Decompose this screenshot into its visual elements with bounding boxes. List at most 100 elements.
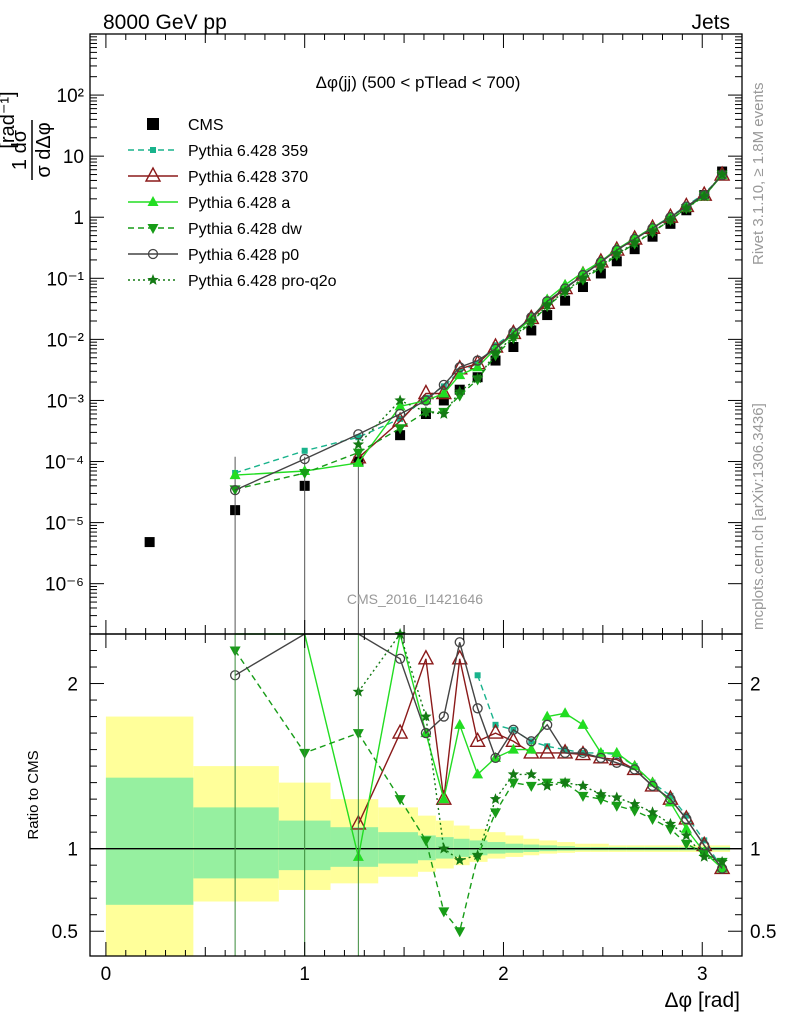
green-band-bin xyxy=(487,842,506,854)
marker-triangle-down xyxy=(352,448,364,459)
marker-triangle-down xyxy=(577,791,589,802)
marker-triangle-down xyxy=(490,351,502,362)
ratio-panel-series xyxy=(229,628,731,956)
legend-label: Pythia 6.428 pro-q2o xyxy=(188,273,337,290)
marker-triangle xyxy=(438,387,450,398)
marker-triangle-down xyxy=(394,795,406,806)
y-label-unit: [rad⁻¹] xyxy=(0,91,19,148)
top-panel-series xyxy=(144,165,731,634)
y-tick-label: 10² xyxy=(57,86,84,107)
marker-triangle xyxy=(438,793,450,804)
marker-star xyxy=(559,285,571,296)
green-band-bin xyxy=(417,835,436,861)
marker-triangle-down xyxy=(507,778,519,789)
marker-triangle-down xyxy=(525,781,537,792)
marker-star xyxy=(507,768,520,780)
marker-circle-open xyxy=(629,764,640,775)
marker-circle-open xyxy=(438,379,449,391)
marker-triangle xyxy=(611,746,623,757)
y-tick-label: 10⁻⁴ xyxy=(45,453,84,474)
marker-triangle xyxy=(352,456,364,467)
x-tick-label: 3 xyxy=(697,964,708,985)
marker-star xyxy=(577,779,589,791)
legend-label: Pythia 6.428 a xyxy=(188,195,290,212)
marker-circle-open xyxy=(508,724,519,735)
marker-star xyxy=(454,854,466,866)
marker-square xyxy=(474,672,481,679)
marker-triangle xyxy=(541,710,553,721)
marker-triangle-open xyxy=(539,743,556,759)
marker-star xyxy=(577,272,589,284)
marker-triangle-down xyxy=(394,424,406,435)
marker-star xyxy=(664,817,677,829)
marker-triangle-open xyxy=(487,723,504,739)
marker-star xyxy=(680,829,692,841)
marker-triangle-down xyxy=(629,806,641,817)
marker-circle-open xyxy=(394,653,406,664)
marker-triangle xyxy=(229,469,241,480)
marker-triangle xyxy=(454,718,466,729)
marker-star xyxy=(394,394,406,406)
marker-star xyxy=(629,798,641,809)
marker-square xyxy=(683,812,690,819)
top-y-label: 1 dσ σ dΔφ xyxy=(9,120,55,180)
legend-label: Pythia 6.428 p0 xyxy=(188,247,299,264)
ratio-uncertainty-bands xyxy=(90,716,742,956)
marker-circle-open xyxy=(559,747,571,759)
marker-circle-open xyxy=(611,757,622,768)
marker-circle-open xyxy=(681,813,692,825)
marker-star xyxy=(646,806,659,818)
bottom-frame xyxy=(89,633,743,957)
y-tick-label: 10⁻² xyxy=(47,330,85,351)
marker-star xyxy=(680,202,692,214)
ratio-tick-label-right: 0.5 xyxy=(750,922,776,943)
x-tick-label: 0 xyxy=(101,964,112,985)
marker-star xyxy=(716,168,728,180)
marker-star xyxy=(438,408,450,419)
marker-triangle-open xyxy=(435,789,453,805)
marker-triangle xyxy=(664,796,676,807)
panel-frames: 10⁻⁶ 10⁻⁵ 10⁻⁴ 10⁻³ 10⁻² 10⁻¹ 1 10 10² 0 1 2 3 0.5 0.5… xyxy=(45,33,776,985)
marker-triangle xyxy=(472,768,484,779)
marker-triangle-down xyxy=(420,836,432,847)
marker-square xyxy=(355,434,362,441)
marker-star xyxy=(525,768,537,780)
marker-star xyxy=(352,438,365,450)
marker-square xyxy=(147,118,159,130)
marker-triangle xyxy=(577,718,589,729)
y-tick-label: 10⁻⁶ xyxy=(45,575,84,596)
marker-star xyxy=(611,791,623,803)
marker-circle-open xyxy=(647,780,658,792)
marker-star xyxy=(595,788,607,799)
marker-star xyxy=(454,385,466,397)
marker-triangle-down xyxy=(680,839,692,850)
marker-star xyxy=(611,248,623,259)
marker-circle-open xyxy=(490,752,501,763)
rivet-label: Rivet 3.1.10, ≥ 1.8M events xyxy=(750,83,767,266)
marker-square xyxy=(526,325,537,336)
marker-star xyxy=(559,776,571,788)
green-band-bin xyxy=(453,838,470,857)
ratio-tick-label: 2 xyxy=(67,675,78,696)
header-right: Jets xyxy=(691,11,730,34)
marker-star xyxy=(525,315,537,326)
green-band-bin xyxy=(378,832,418,864)
header-left: 8000 GeV pp xyxy=(103,11,227,34)
marker-star xyxy=(507,330,520,342)
marker-square xyxy=(395,430,406,441)
marker-triangle-open xyxy=(435,384,453,400)
marker-square xyxy=(144,537,155,548)
marker-square xyxy=(667,792,674,799)
marker-star xyxy=(489,793,502,804)
legend-label: CMS xyxy=(188,117,224,134)
marker-square xyxy=(562,746,569,753)
y-tick-label: 10⁻³ xyxy=(47,391,85,412)
marker-circle-open xyxy=(420,727,432,739)
marker-star xyxy=(420,710,432,722)
series-line xyxy=(234,174,723,474)
legend: CMS Pythia 6.428 359 Pythia 6.428 370 Pythi… xyxy=(128,117,337,290)
y-label-denominator: σ dΔφ xyxy=(33,122,55,177)
marker-star xyxy=(471,849,484,861)
marker-star xyxy=(420,405,432,417)
y-tick-label: 10⁻¹ xyxy=(47,269,85,290)
